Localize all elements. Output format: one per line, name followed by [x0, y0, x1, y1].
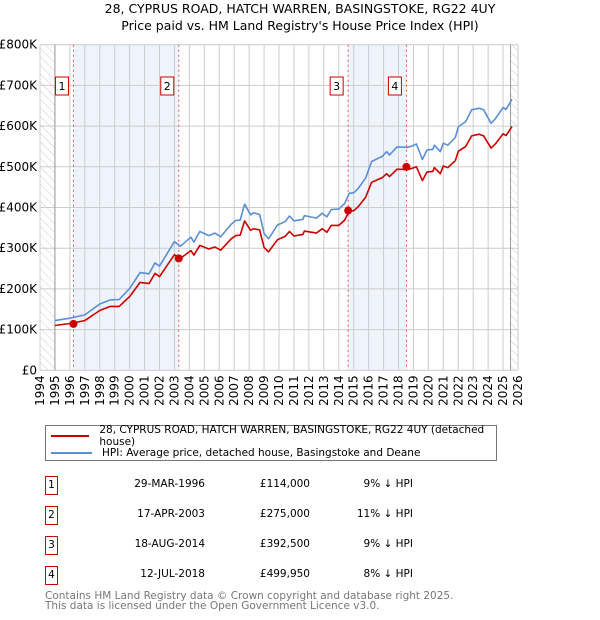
x-tick-label: 2019 — [406, 375, 420, 406]
sale-label-border — [329, 76, 344, 96]
sale-number: 2 — [45, 506, 58, 525]
x-tick-label: 2018 — [392, 375, 406, 406]
sale-point-2 — [174, 254, 183, 263]
sale-row: 4 12-JUL-2018 £499,950 8% ↓ HPI — [45, 566, 445, 586]
y-tick-label: £800K — [0, 38, 38, 52]
legend-label-hpi: HPI: Average price, detached house, Basi… — [102, 447, 421, 459]
x-tick-label: 2003 — [167, 375, 181, 406]
sale-point-3 — [344, 206, 353, 215]
x-tick-label: 2013 — [317, 375, 331, 406]
sale-price: £392,500 — [259, 538, 310, 550]
x-tick-label: 1996 — [63, 375, 77, 406]
sale-hpi-diff: 11% ↓ HPI — [356, 508, 413, 520]
sale-date: 17-APR-2003 — [137, 508, 205, 520]
footer-copyright: Contains HM Land Registry data © Crown c… — [45, 590, 454, 602]
x-tick-label: 2022 — [451, 375, 465, 406]
y-tick-label: £200K — [0, 282, 38, 296]
price-chart: £0 £100K £200K £300K £400K £500K £600K £700K £80… — [0, 38, 525, 406]
sale-date: 18-AUG-2014 — [134, 538, 205, 550]
x-tick-label: 1999 — [108, 375, 122, 406]
sale-number: 3 — [45, 536, 58, 555]
sale-row: 3 18-AUG-2014 £392,500 9% ↓ HPI — [45, 536, 445, 556]
sale-label-text: 4 — [391, 80, 398, 93]
sale-label-border — [54, 76, 69, 96]
sale-label-border — [387, 76, 402, 96]
chart-subtitle: Price paid vs. HM Land Registry's House … — [121, 18, 479, 33]
y-tick-label: £700K — [0, 78, 38, 92]
legend-item-hpi: HPI: Average price, detached house, Basi… — [51, 445, 420, 461]
hpi-line — [54, 98, 513, 322]
x-tick-label: 2008 — [242, 375, 256, 406]
x-tick-label: 1994 — [33, 375, 47, 406]
sale-label-box-1: 1 — [54, 76, 69, 96]
sale-price: £499,950 — [259, 568, 310, 580]
x-tick-label: 2002 — [153, 375, 167, 406]
x-tick-label: 2017 — [377, 375, 391, 406]
y-tick-label: £400K — [0, 201, 38, 215]
x-tick-label: 2006 — [212, 375, 226, 406]
x-tick-label: 2005 — [197, 375, 211, 406]
x-tick-label: 1995 — [48, 375, 62, 406]
x-tick-label: 2024 — [481, 375, 495, 406]
x-tick-label: 2021 — [436, 375, 450, 406]
x-tick-label: 2001 — [138, 375, 152, 406]
y-tick-label: £500K — [0, 160, 38, 174]
x-tick-label: 2011 — [287, 375, 301, 406]
legend-swatch-red — [51, 435, 90, 437]
x-tick-label: 1998 — [93, 375, 107, 406]
sale-label-box-4: 4 — [387, 76, 402, 96]
sale-row: 1 29-MAR-1996 £114,000 9% ↓ HPI — [45, 476, 445, 496]
sale-hpi-diff: 9% ↓ HPI — [363, 478, 413, 490]
sale-number: 1 — [45, 476, 58, 495]
x-tick-label: 2012 — [302, 375, 316, 406]
x-tick-label: 2016 — [362, 375, 376, 406]
x-tick-label: 2014 — [332, 375, 346, 406]
legend-label-property: 28, CYPRUS ROAD, HATCH WARREN, BASINGSTO… — [99, 424, 485, 448]
x-tick-label: 2007 — [227, 375, 241, 406]
x-tick-label: 2004 — [182, 375, 196, 406]
chart-title: 28, CYPRUS ROAD, HATCH WARREN, BASINGSTO… — [104, 1, 496, 16]
sale-label-text: 2 — [164, 80, 171, 93]
x-tick-label: 2020 — [421, 375, 435, 406]
sale-label-border — [160, 76, 175, 96]
sale-date: 29-MAR-1996 — [134, 478, 205, 490]
legend-swatch-blue — [51, 452, 92, 454]
y-tick-label: £600K — [0, 119, 38, 133]
sale-date: 12-JUL-2018 — [140, 568, 205, 580]
x-tick-label: 2025 — [496, 375, 510, 406]
footer-licence: This data is licensed under the Open Gov… — [45, 600, 380, 612]
x-tick-label: 2023 — [466, 375, 480, 406]
sale-hpi-diff: 8% ↓ HPI — [363, 568, 413, 580]
sale-point-1 — [69, 319, 78, 328]
sale-label-box-2: 2 — [160, 76, 175, 96]
x-tick-label: 2015 — [347, 375, 361, 406]
x-tick-label: 1997 — [78, 375, 92, 406]
x-tick-label: 2009 — [257, 375, 271, 406]
legend: 28, CYPRUS ROAD, HATCH WARREN, BASINGSTO… — [45, 424, 497, 461]
y-tick-label: £300K — [0, 241, 38, 255]
y-tick-label: £0 — [22, 363, 37, 377]
x-tick-label: 2010 — [272, 375, 286, 406]
sale-price: £275,000 — [259, 508, 310, 520]
sale-label-text: 3 — [333, 80, 340, 93]
legend-item-property: 28, CYPRUS ROAD, HATCH WARREN, BASINGSTO… — [51, 424, 496, 448]
sale-row: 2 17-APR-2003 £275,000 11% ↓ HPI — [45, 506, 445, 526]
sale-hpi-diff: 9% ↓ HPI — [363, 538, 413, 550]
sale-number: 4 — [45, 566, 58, 585]
sale-label-text: 1 — [58, 80, 65, 93]
y-tick-label: £100K — [0, 323, 38, 337]
sale-point-4 — [402, 162, 411, 171]
sale-price: £114,000 — [259, 478, 310, 490]
x-tick-label: 2000 — [123, 375, 137, 406]
sale-label-box-3: 3 — [329, 76, 344, 96]
x-tick-label: 2026 — [511, 375, 525, 406]
